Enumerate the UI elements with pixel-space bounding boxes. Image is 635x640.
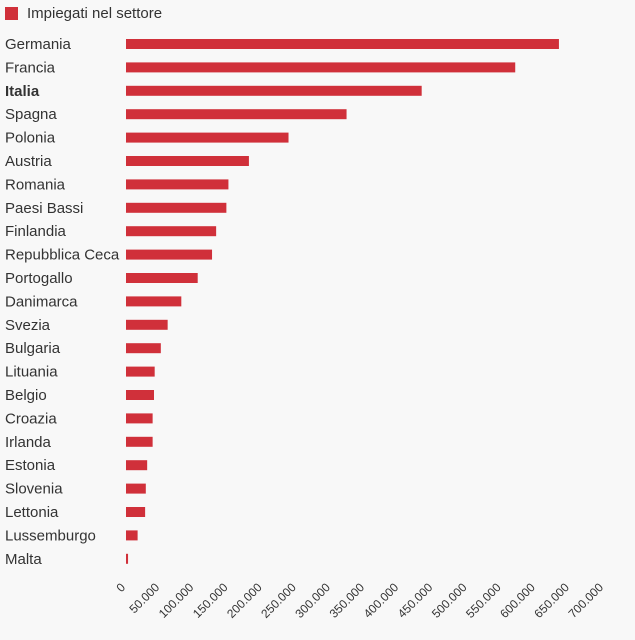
x-tick-label: 300.000	[292, 580, 333, 621]
x-tick-label: 650.000	[531, 580, 572, 621]
category-label: Bulgaria	[5, 340, 61, 357]
x-tick-label: 350.000	[327, 580, 368, 621]
bar[interactable]	[126, 249, 213, 260]
category-label: Paesi Bassi	[5, 200, 83, 217]
bar[interactable]	[126, 483, 146, 494]
category-label: Romania	[5, 176, 66, 193]
category-label: Slovenia	[5, 481, 63, 498]
bar[interactable]	[126, 530, 138, 541]
category-label: Lettonia	[5, 504, 59, 521]
bar[interactable]	[126, 62, 516, 73]
category-label: Austria	[5, 153, 52, 170]
category-label: Svezia	[5, 317, 51, 334]
bar[interactable]	[126, 156, 249, 166]
category-label: Malta	[5, 551, 42, 568]
category-label: Polonia	[5, 130, 56, 147]
bar[interactable]	[126, 179, 229, 190]
x-tick-label: 700.000	[566, 580, 607, 621]
bar[interactable]	[126, 273, 198, 283]
bar[interactable]	[126, 413, 153, 424]
bar[interactable]	[126, 553, 129, 564]
category-label: Germania	[5, 36, 72, 53]
x-tick-label: 450.000	[395, 580, 436, 621]
bar[interactable]	[126, 296, 182, 307]
x-tick-label: 500.000	[429, 580, 470, 621]
bar[interactable]	[126, 343, 161, 354]
x-tick-label: 0	[113, 580, 128, 595]
category-label: Repubblica Ceca	[5, 247, 120, 264]
x-tick-label: 150.000	[190, 580, 231, 621]
legend-label: Impiegati nel settore	[27, 5, 163, 22]
legend: Impiegati nel settore	[5, 5, 162, 22]
category-label: Italia	[5, 83, 40, 100]
category-label: Lussemburgo	[5, 527, 96, 544]
bar[interactable]	[126, 85, 422, 96]
category-label: Spagna	[5, 106, 57, 123]
bar[interactable]	[126, 202, 227, 213]
bar[interactable]	[126, 319, 168, 330]
bar[interactable]	[126, 366, 155, 377]
category-label: Portogallo	[5, 270, 73, 287]
bar[interactable]	[126, 436, 153, 447]
x-tick-label: 100.000	[156, 580, 197, 621]
x-tick-label: 550.000	[463, 580, 504, 621]
bar[interactable]	[126, 226, 217, 237]
bar[interactable]	[126, 132, 289, 143]
category-label: Irlanda	[5, 434, 52, 451]
bar[interactable]	[126, 390, 154, 400]
category-label: Francia	[5, 59, 56, 76]
category-label: Danimarca	[5, 293, 78, 310]
x-tick-label: 400.000	[361, 580, 402, 621]
category-label: Lituania	[5, 364, 58, 381]
bar[interactable]	[126, 39, 559, 49]
x-tick-label: 600.000	[497, 580, 538, 621]
category-label: Belgio	[5, 387, 47, 404]
legend-swatch	[5, 7, 18, 20]
bar[interactable]	[126, 460, 148, 471]
x-tick-label: 250.000	[258, 580, 299, 621]
category-label: Croazia	[5, 410, 57, 427]
category-label: Estonia	[5, 457, 56, 474]
x-tick-label: 200.000	[224, 580, 265, 621]
bar[interactable]	[126, 109, 347, 120]
category-label: Finlandia	[5, 223, 67, 240]
bar[interactable]	[126, 507, 146, 517]
